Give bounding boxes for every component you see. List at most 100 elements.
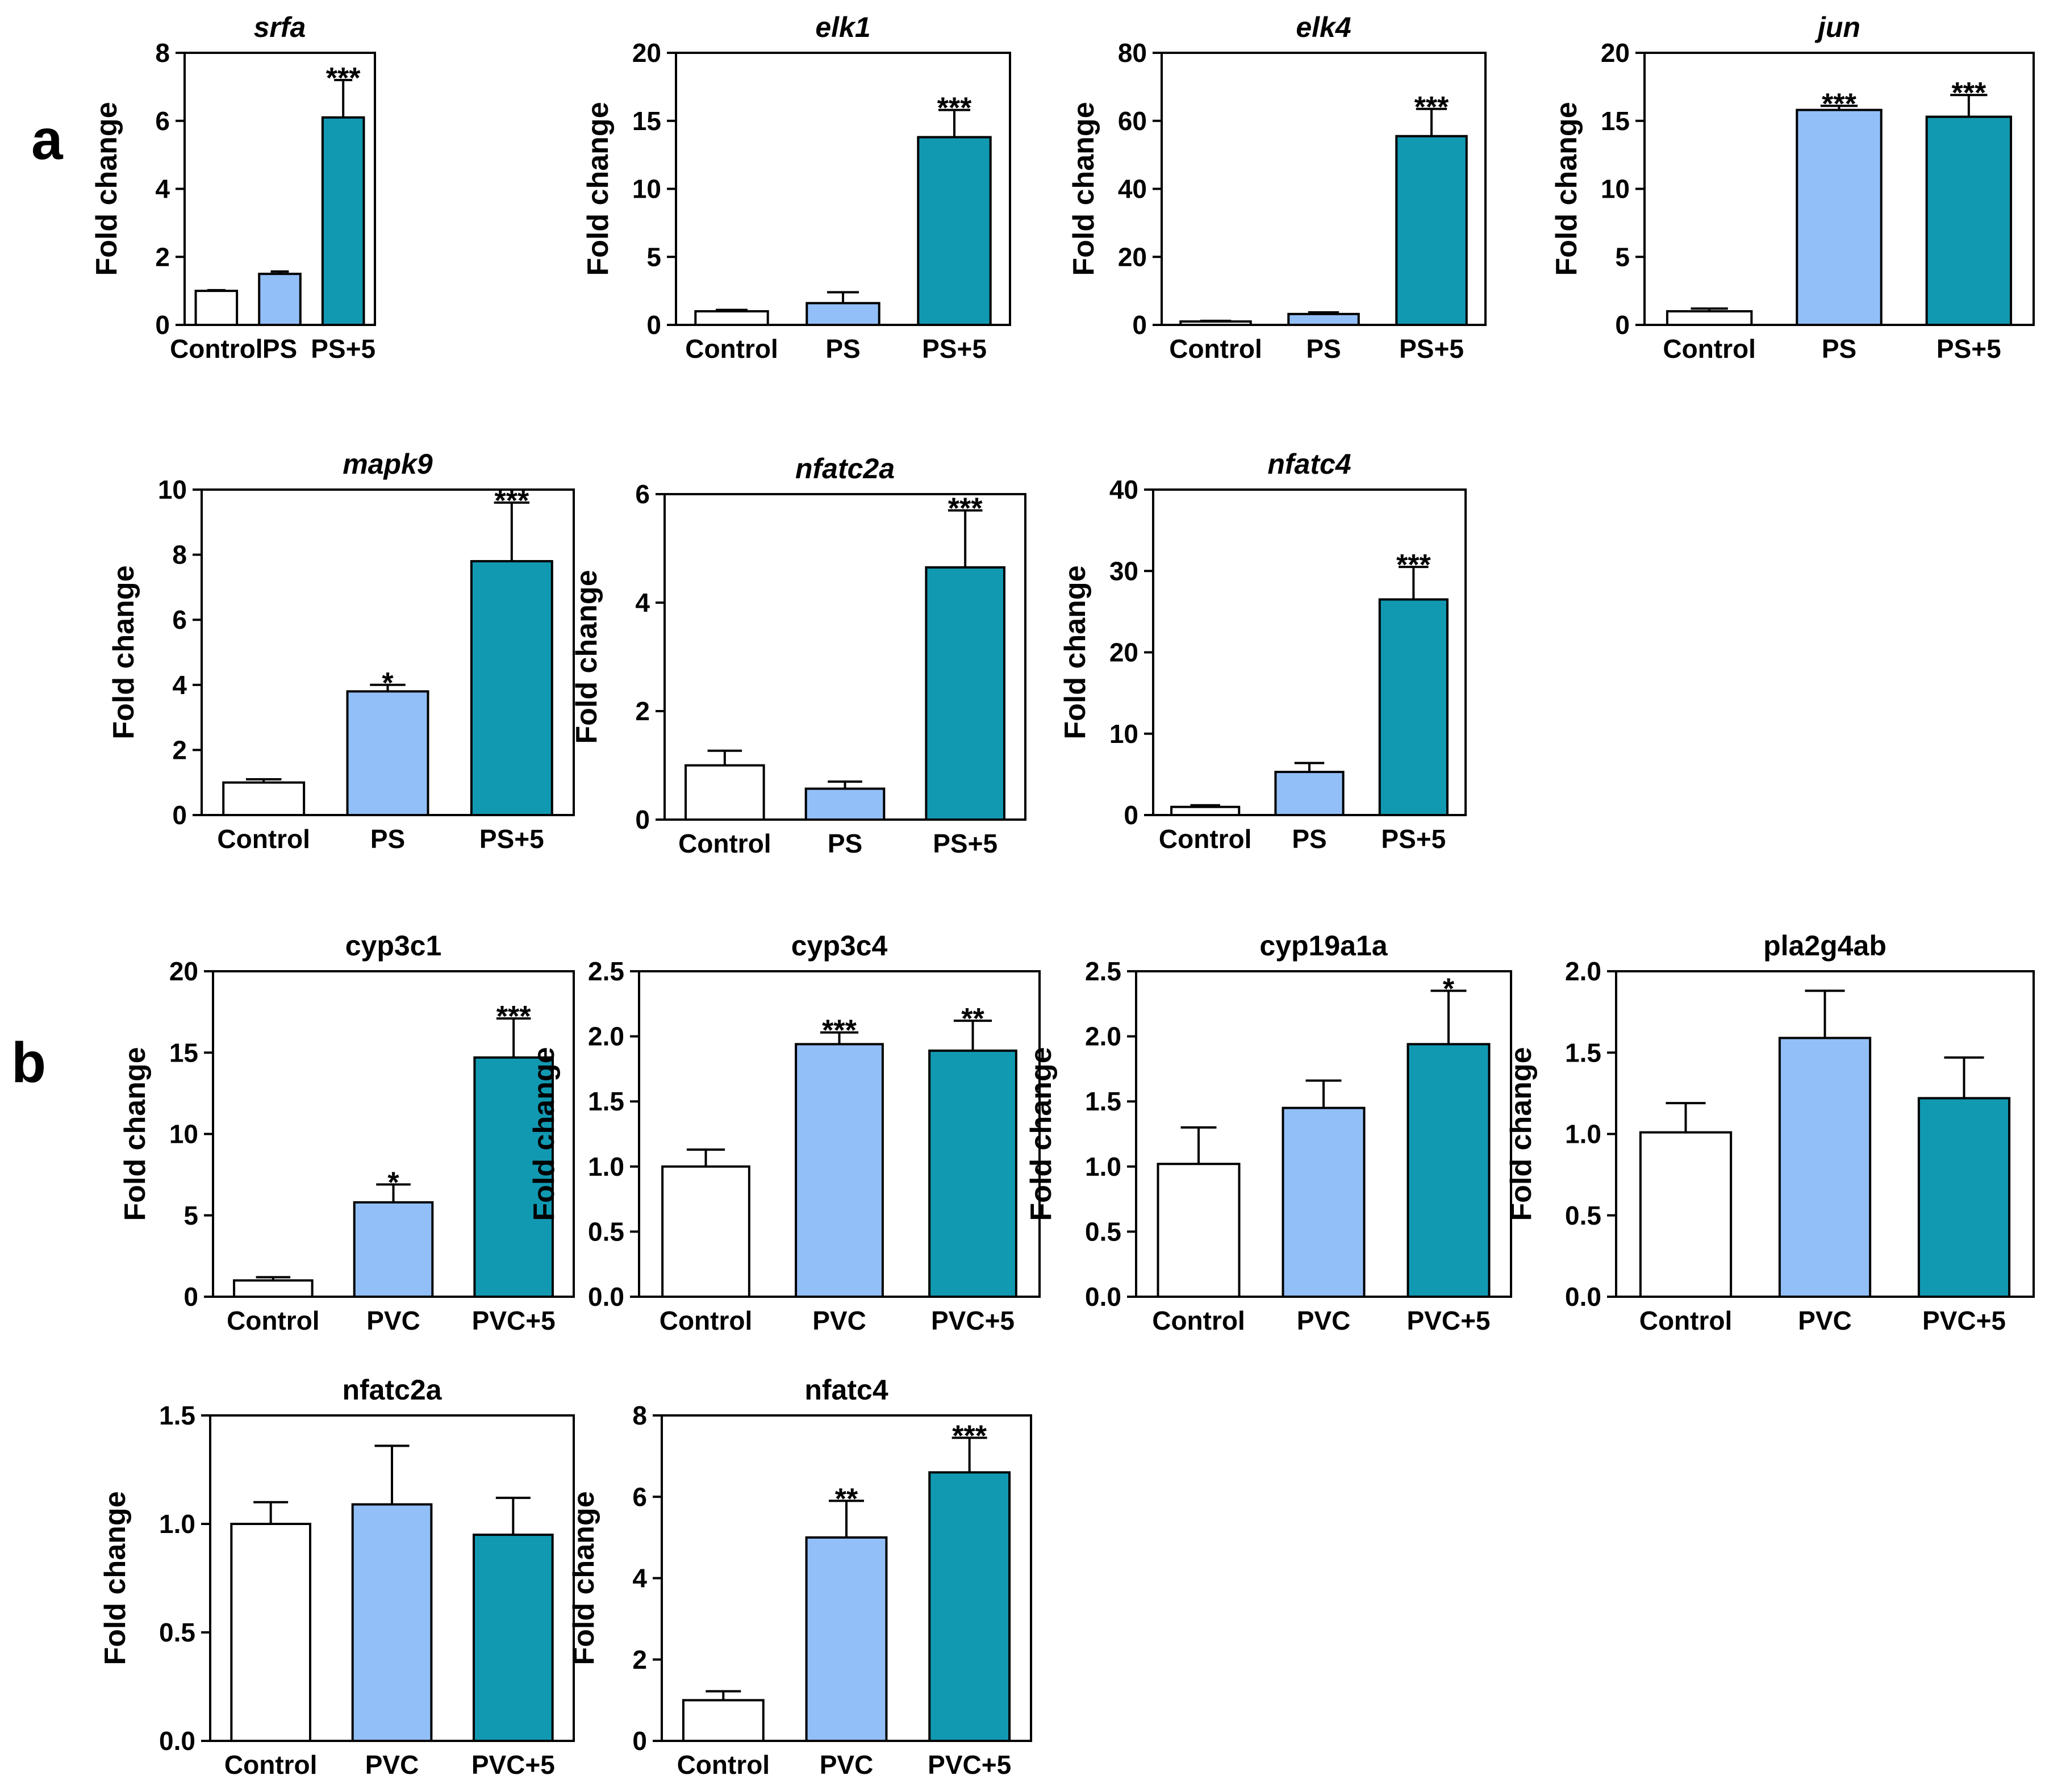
y-axis-label: Fold change [570, 570, 603, 743]
bar-pvc-plus-5 [473, 1534, 554, 1743]
significance-marker: * [387, 1166, 399, 1199]
y-tick-label: 2 [632, 1645, 647, 1674]
significance-marker: *** [1822, 87, 1856, 120]
x-tick-label: Control [1663, 334, 1756, 364]
chart-title: elk4 [1296, 11, 1351, 43]
y-tick-label: 0 [1124, 800, 1138, 830]
significance-marker: * [382, 667, 394, 700]
y-tick-label: 6 [155, 106, 170, 136]
bar-pvc [795, 1043, 884, 1298]
bar-control [1179, 320, 1252, 327]
bar-pvc [351, 1503, 433, 1743]
x-tick-label: Control [217, 824, 310, 854]
chart-elk1-a: 0 5 10 15 20 Fold change elk1 Control PS *** PS+5 [582, 11, 1011, 364]
y-tick-label: 2.0 [1085, 1022, 1121, 1051]
x-tick-label: PVC [812, 1306, 866, 1335]
bar-control [194, 290, 239, 326]
bar-pvc [1778, 1037, 1872, 1298]
significance-marker: *** [822, 1014, 857, 1047]
y-tick-label: 5 [646, 242, 661, 271]
y-tick-label: 8 [632, 1401, 647, 1430]
x-tick-label: PS+5 [1399, 334, 1464, 364]
x-tick-label: Control [685, 334, 778, 364]
chart-title: nfatc4 [804, 1374, 888, 1406]
chart-srfa-a: 0 2 4 6 8 Fold change srfa Control PS *** PS+5 [90, 11, 376, 364]
x-tick-label: Control [660, 1306, 753, 1335]
y-tick-label: 0.5 [1085, 1217, 1121, 1246]
chart-title: cyp19a1a [1259, 930, 1388, 962]
bar-control [233, 1279, 314, 1298]
y-axis-label: Fold change [107, 565, 140, 739]
significance-marker: *** [948, 492, 983, 525]
y-tick-label: 8 [172, 540, 187, 570]
x-tick-label: PVC+5 [931, 1306, 1015, 1335]
chart-title: elk1 [815, 11, 870, 43]
y-tick-label: 2.5 [588, 956, 624, 986]
chart-title: nfatc4 [1267, 448, 1351, 480]
chart-title: mapk9 [343, 448, 433, 480]
y-tick-label: 1.0 [588, 1152, 624, 1181]
bar-ps-plus-5 [1378, 598, 1449, 816]
y-tick-label: 2.5 [1085, 956, 1121, 986]
y-tick-label: 5 [183, 1201, 198, 1230]
y-tick-label: 15 [632, 106, 661, 136]
significance-marker: * [1443, 972, 1455, 1005]
x-tick-label: PS+5 [479, 824, 544, 854]
y-tick-label: 0.5 [159, 1618, 195, 1647]
bar-pvc-plus-5 [473, 1056, 554, 1298]
y-tick-label: 10 [158, 475, 187, 504]
x-tick-label: PVC [366, 1306, 420, 1335]
x-tick-label: PVC [820, 1750, 874, 1780]
x-tick-label: PVC [1297, 1306, 1351, 1335]
x-tick-label: PS [828, 829, 862, 858]
y-tick-label: 80 [1118, 38, 1147, 68]
bar-ps [258, 273, 302, 326]
significance-marker: *** [494, 484, 529, 517]
significance-marker: *** [952, 1419, 987, 1452]
y-tick-label: 10 [632, 174, 661, 204]
chart-cyp19a1a-b: 0.0 0.5 1.0 1.5 2.0 2.5 Fold change cyp19a1a Con… [1025, 930, 1512, 1335]
y-tick-label: 20 [1109, 638, 1138, 667]
x-tick-label: PVC+5 [471, 1750, 555, 1780]
bar-ps [806, 302, 880, 326]
y-tick-label: 8 [155, 38, 170, 68]
bar-ps [804, 787, 886, 821]
bar-ps-plus-5 [321, 116, 365, 326]
panel-label-a: a [31, 108, 64, 172]
x-tick-label: Control [224, 1750, 318, 1780]
y-tick-label: 10 [169, 1120, 198, 1149]
x-tick-label: PS [262, 334, 297, 364]
y-tick-label: 2.0 [588, 1022, 624, 1051]
bar-pvc-plus-5 [928, 1049, 1017, 1298]
bar-ps [1274, 771, 1345, 817]
chart-nfatc2a-a: 0 2 4 6 Fold change nfatc2a Control PS *** PS+5 [570, 453, 1026, 858]
y-tick-label: 0 [1132, 310, 1147, 340]
y-tick-label: 1.5 [159, 1401, 195, 1430]
y-axis-label: Fold change [1025, 1047, 1058, 1221]
chart-title: pla2g4ab [1763, 930, 1887, 962]
y-tick-label: 4 [632, 1564, 647, 1593]
x-tick-label: PS [1822, 334, 1856, 364]
x-tick-label: Control [1169, 334, 1262, 364]
y-tick-label: 0 [646, 310, 661, 340]
y-axis-label: Fold change [119, 1047, 152, 1221]
x-tick-label: PS [1292, 824, 1326, 854]
y-tick-label: 40 [1118, 174, 1147, 204]
bar-ps-plus-5 [470, 560, 553, 816]
chart-nfatc4-b: 0 2 4 6 8 Fold change nfatc4 Control ** PVC *** PVC… [567, 1374, 1032, 1780]
y-tick-label: 30 [1109, 556, 1138, 586]
chart-title: cyp3c4 [791, 930, 888, 962]
y-axis-label: Fold change [567, 1491, 600, 1665]
bar-ps [346, 690, 429, 817]
y-tick-label: 15 [1601, 106, 1630, 136]
x-tick-label: PVC+5 [1922, 1306, 2006, 1335]
y-tick-label: 0.0 [159, 1726, 195, 1756]
x-tick-label: PVC [365, 1750, 419, 1780]
y-tick-label: 5 [1615, 242, 1630, 271]
x-tick-label: PS+5 [922, 334, 987, 364]
y-tick-label: 4 [635, 588, 650, 617]
x-tick-label: Control [1152, 1306, 1245, 1335]
chart-title: cyp3c1 [345, 930, 442, 962]
significance-marker: *** [496, 1000, 531, 1033]
